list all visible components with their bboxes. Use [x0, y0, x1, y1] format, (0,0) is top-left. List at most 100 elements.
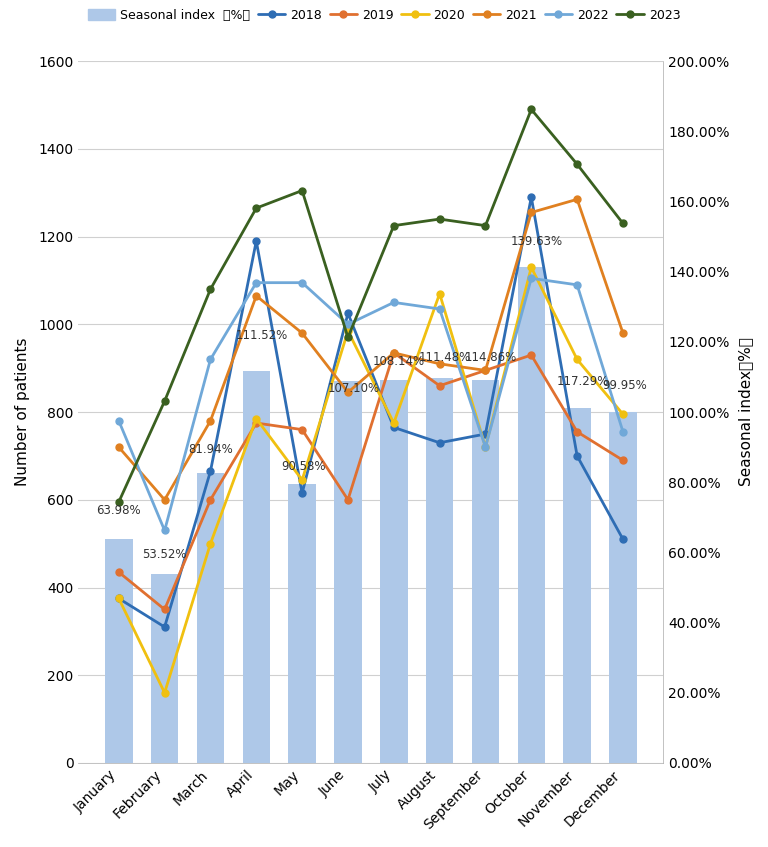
Line: 2019: 2019	[115, 349, 627, 613]
2020	[297, 475, 306, 485]
2021	[527, 208, 536, 218]
Bar	[564, 407, 591, 763]
2023	[160, 396, 169, 407]
2023	[389, 220, 399, 230]
2020	[160, 688, 169, 698]
Line: 2022: 2022	[115, 274, 627, 534]
2019	[572, 427, 581, 437]
Bar	[518, 268, 545, 763]
Line: 2023: 2023	[115, 106, 627, 506]
2022	[572, 280, 581, 290]
2022	[297, 278, 306, 288]
2020	[618, 409, 627, 419]
2022	[389, 297, 399, 307]
2023	[343, 332, 353, 342]
2021	[252, 291, 261, 301]
2021	[297, 328, 306, 338]
Y-axis label: Number of patients: Number of patients	[15, 338, 30, 486]
2022	[343, 319, 353, 329]
2023	[572, 159, 581, 169]
2020	[252, 413, 261, 424]
Line: 2020: 2020	[115, 264, 627, 696]
2019	[114, 567, 124, 578]
2023	[481, 220, 490, 230]
Text: 99.95%: 99.95%	[602, 379, 647, 392]
Y-axis label: Seasonal index（%）: Seasonal index（%）	[738, 338, 753, 486]
Legend: Seasonal index  （%）, 2018, 2019, 2020, 2021, 2022, 2023: Seasonal index （%）, 2018, 2019, 2020, 20…	[85, 6, 683, 25]
2018	[527, 192, 536, 202]
Bar	[151, 574, 178, 763]
2020	[527, 263, 536, 273]
2023	[297, 185, 306, 196]
2021	[572, 194, 581, 204]
2022	[160, 525, 169, 535]
Text: 90.58%: 90.58%	[282, 461, 326, 473]
2018	[572, 451, 581, 461]
Text: 107.10%: 107.10%	[327, 381, 379, 395]
Text: 108.14%: 108.14%	[373, 355, 425, 368]
2019	[252, 418, 261, 428]
2022	[527, 274, 536, 284]
2021	[618, 328, 627, 338]
2019	[527, 350, 536, 360]
Bar	[105, 539, 133, 763]
2020	[389, 418, 399, 428]
Bar	[288, 484, 316, 763]
2021	[389, 348, 399, 358]
2019	[389, 348, 399, 358]
2019	[160, 605, 169, 615]
Text: 81.94%: 81.94%	[188, 443, 233, 456]
2021	[160, 495, 169, 505]
Text: 111.48%: 111.48%	[419, 351, 472, 364]
2019	[343, 495, 353, 505]
2023	[252, 203, 261, 213]
2019	[435, 380, 444, 390]
2018	[114, 594, 124, 604]
2020	[343, 326, 353, 336]
Text: 53.52%: 53.52%	[143, 548, 187, 562]
2019	[618, 455, 627, 465]
2018	[160, 622, 169, 632]
2018	[389, 423, 399, 433]
2020	[572, 354, 581, 364]
2020	[206, 539, 215, 549]
2018	[343, 308, 353, 318]
2018	[297, 488, 306, 498]
2018	[435, 438, 444, 448]
Bar	[472, 379, 499, 763]
2022	[252, 278, 261, 288]
2022	[435, 304, 444, 314]
Bar	[243, 371, 270, 763]
Bar	[197, 473, 224, 763]
2020	[481, 442, 490, 452]
Text: 139.63%: 139.63%	[511, 235, 563, 247]
Text: 63.98%: 63.98%	[96, 504, 141, 518]
Text: 111.52%: 111.52%	[236, 329, 288, 342]
2023	[435, 214, 444, 224]
2022	[114, 416, 124, 426]
2022	[481, 442, 490, 452]
2021	[343, 387, 353, 397]
Text: 114.86%: 114.86%	[465, 351, 517, 364]
Text: 117.29%: 117.29%	[557, 375, 609, 388]
Bar	[426, 378, 453, 763]
2023	[618, 219, 627, 229]
2023	[114, 497, 124, 507]
2020	[435, 289, 444, 299]
2023	[527, 104, 536, 114]
2018	[206, 466, 215, 476]
2018	[481, 429, 490, 439]
2021	[206, 416, 215, 426]
2022	[618, 427, 627, 437]
Bar	[609, 412, 637, 763]
Line: 2018: 2018	[115, 194, 627, 630]
2021	[114, 442, 124, 452]
2022	[206, 354, 215, 364]
2023	[206, 284, 215, 294]
Line: 2021: 2021	[115, 196, 627, 503]
2019	[297, 424, 306, 435]
2019	[481, 365, 490, 375]
2018	[618, 534, 627, 545]
2018	[252, 236, 261, 246]
Bar	[380, 380, 408, 763]
